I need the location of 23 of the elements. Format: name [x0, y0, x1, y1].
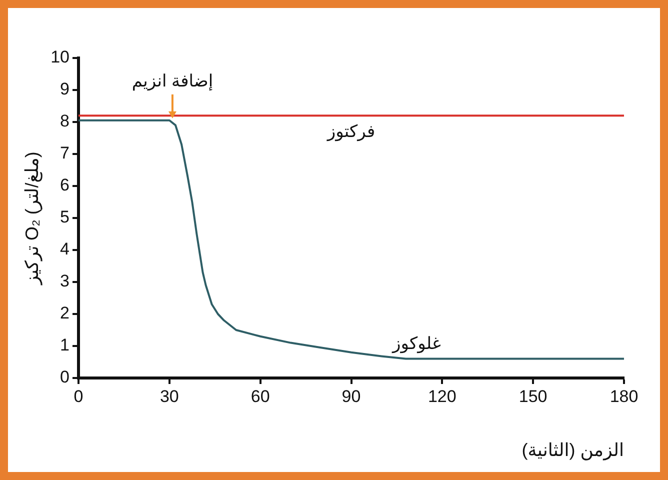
y-axis-title: تركيز O₂ (ملغ/لتر) — [22, 152, 43, 286]
y-tick-label: 10 — [50, 48, 70, 67]
x-tick-label: 150 — [518, 386, 548, 406]
y-tick-label: 5 — [60, 208, 70, 227]
x-axis-title: الزمن (الثانية) — [522, 440, 624, 462]
series-label: غلوكوز — [392, 334, 442, 354]
y-tick-label: 9 — [60, 80, 70, 99]
y-tick-label: 3 — [60, 272, 70, 291]
y-tick-label: 0 — [60, 368, 70, 387]
x-tick-label: 0 — [74, 386, 84, 406]
series-label: فركتوز — [326, 122, 376, 142]
y-tick-label: 6 — [60, 176, 70, 195]
y-tick-label: 2 — [60, 304, 70, 323]
x-tick-label: 60 — [250, 386, 270, 406]
annotation: إضافة انزيم — [132, 72, 214, 92]
y-tick-label: 7 — [60, 144, 70, 163]
x-tick-label: 30 — [160, 386, 179, 406]
y-tick-label: 1 — [60, 336, 70, 355]
y-tick-label: 8 — [60, 112, 70, 131]
x-tick-label: 180 — [610, 386, 638, 406]
x-tick-label: 120 — [428, 386, 456, 406]
y-tick-label: 4 — [60, 240, 70, 259]
x-tick-label: 90 — [342, 386, 361, 406]
